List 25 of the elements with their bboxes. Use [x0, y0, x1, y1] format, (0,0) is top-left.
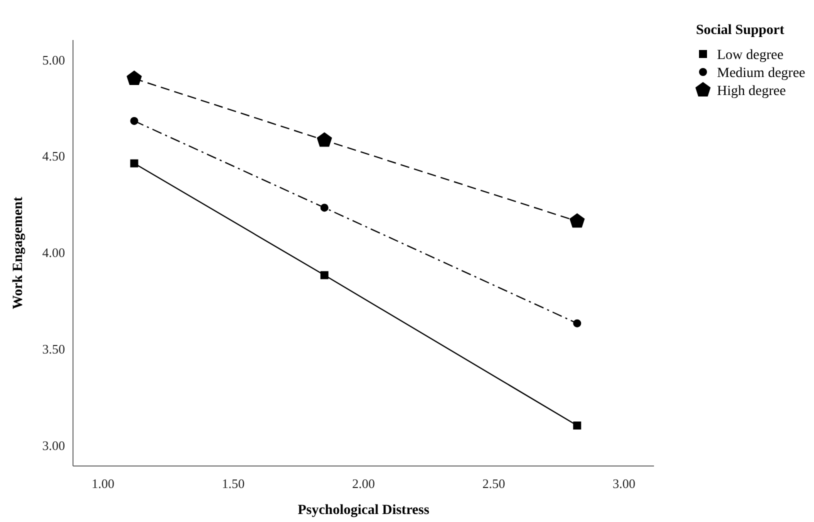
point [130, 159, 138, 168]
x-tick-label: 3.00 [612, 476, 636, 491]
y-tick-label: 3.50 [42, 341, 65, 356]
y-tick-label: 3.00 [42, 438, 65, 453]
point [316, 132, 332, 147]
x-tick-label: 2.00 [352, 476, 375, 491]
point [320, 204, 328, 212]
legend-label: High degree [717, 84, 786, 99]
point [130, 116, 138, 125]
point [126, 70, 142, 86]
legend-label: Medium degree [717, 66, 806, 81]
x-tick-label: 1.00 [92, 476, 114, 491]
y-tick-label: 4.50 [42, 148, 65, 164]
y-axis-title: Work Engagement [11, 196, 26, 310]
point [573, 422, 582, 430]
x-axis-title: Psychological Distress [298, 503, 430, 518]
legend-title: Social Support [696, 23, 785, 38]
y-tick-label: 5.00 [42, 52, 65, 68]
x-tick-label: 2.50 [482, 476, 506, 491]
y-tick-label: 4.00 [42, 245, 65, 260]
point [573, 319, 582, 328]
point [570, 213, 585, 228]
point [320, 271, 328, 280]
legend-label: Low degree [717, 48, 784, 63]
x-tick-label: 1.50 [222, 476, 245, 491]
